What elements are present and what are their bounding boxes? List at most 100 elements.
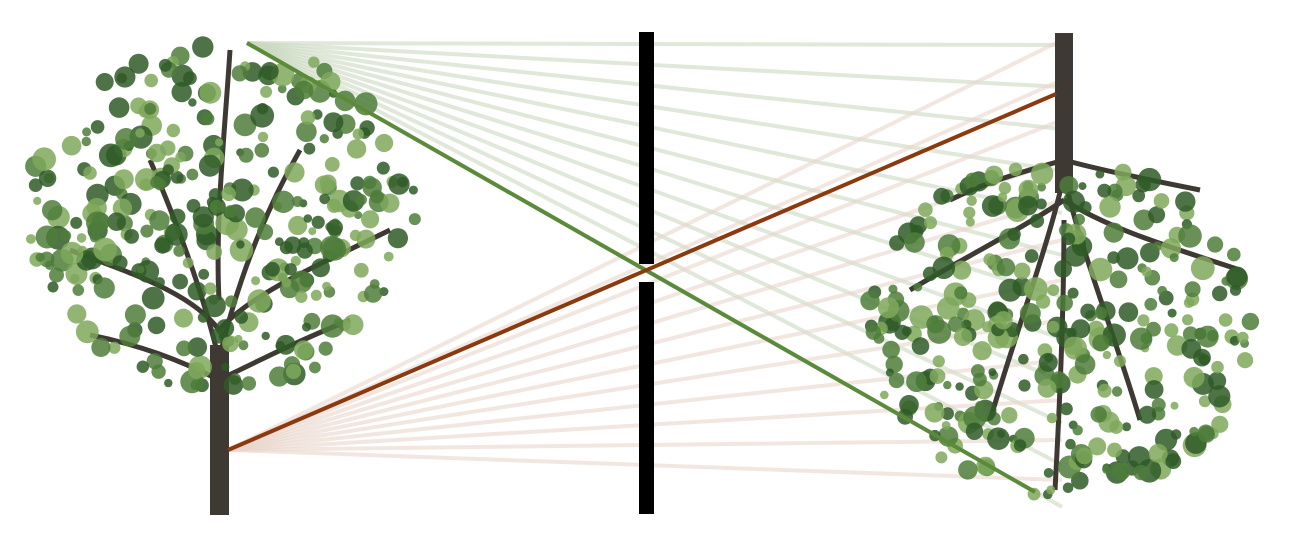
leaf-cluster — [75, 320, 99, 344]
leaf-cluster — [113, 169, 134, 190]
leaf-cluster — [124, 304, 146, 326]
leaf-cluster — [326, 219, 343, 236]
faint-crown-ray — [246, 41, 1063, 215]
leaf-cluster — [924, 402, 945, 423]
leaf-cluster — [1107, 183, 1123, 199]
leaf-cluster — [303, 214, 313, 223]
pinhole-barrier — [639, 32, 654, 514]
leaf-cluster — [234, 310, 248, 324]
leaf-cluster — [238, 147, 254, 163]
leaf-cluster — [326, 198, 342, 213]
leaf-cluster — [349, 229, 362, 241]
leaf-cluster — [1035, 294, 1051, 309]
leaf-cluster — [1013, 439, 1027, 452]
leaf-cluster — [1130, 327, 1153, 350]
leaf-cluster — [45, 260, 55, 270]
leaf-cluster — [889, 235, 905, 251]
leaf-cluster — [1109, 270, 1128, 289]
leaf-cluster — [182, 257, 194, 269]
leaf-cluster — [904, 232, 925, 253]
leaf-cluster — [1138, 405, 1157, 424]
leaf-cluster — [1047, 320, 1060, 334]
leaf-cluster — [245, 207, 266, 228]
leaf-cluster — [91, 337, 111, 357]
leaf-cluster — [221, 362, 230, 372]
leaf-cluster — [1237, 352, 1254, 369]
leaf-cluster — [229, 238, 254, 262]
leaf-cluster — [188, 361, 206, 379]
leaf-cluster — [997, 192, 1008, 202]
leaf-cluster — [911, 337, 930, 355]
leaf-cluster — [119, 325, 141, 347]
leaf-cluster — [1103, 222, 1124, 243]
leaf-cluster — [998, 278, 1022, 302]
leaf-cluster — [61, 135, 82, 156]
leaf-cluster — [375, 133, 394, 153]
leaf-cluster — [380, 193, 400, 213]
leaf-cluster — [356, 229, 376, 249]
leaf-cluster — [170, 170, 184, 184]
leaf-cluster — [1137, 314, 1150, 327]
leaf-cluster — [1189, 426, 1199, 437]
leaf-cluster — [1170, 429, 1182, 440]
leaf-cluster — [1037, 379, 1057, 398]
leaf-cluster — [1164, 323, 1179, 338]
leaf-cluster — [204, 282, 217, 295]
leaf-cluster — [1059, 176, 1079, 195]
leaf-cluster — [164, 378, 173, 388]
leaf-cluster — [35, 225, 59, 249]
leaf-cluster — [1013, 262, 1031, 280]
leaf-cluster — [190, 379, 202, 391]
leaf-cluster — [323, 112, 344, 133]
leaf-cluster — [1090, 406, 1107, 423]
leaf-cluster — [188, 98, 197, 107]
leaf-cluster — [72, 284, 85, 296]
leaf-cluster — [1062, 232, 1076, 246]
leaf-cluster — [198, 268, 210, 280]
trunk-ray — [227, 92, 1057, 452]
crown-ray — [246, 41, 1036, 494]
leaf-cluster — [1190, 256, 1215, 281]
leaf-cluster — [1018, 353, 1029, 365]
leaf-cluster — [303, 142, 316, 155]
leaf-cluster — [1175, 191, 1196, 212]
leaf-cluster — [128, 53, 149, 74]
leaf-cluster — [1144, 367, 1163, 386]
leaf-cluster — [158, 58, 172, 72]
leaf-cluster — [234, 334, 243, 344]
leaf-cluster — [260, 85, 273, 98]
leaf-cluster — [376, 161, 390, 175]
leaf-cluster — [1056, 294, 1073, 312]
leaf-cluster — [408, 185, 418, 195]
leaf-cluster — [387, 228, 408, 249]
leaf-cluster — [309, 361, 321, 374]
leaf-cluster — [983, 253, 996, 266]
leaf-cluster — [1132, 189, 1146, 203]
leaf-cluster — [319, 134, 329, 144]
leaf-cluster — [311, 258, 330, 278]
leaf-cluster — [33, 196, 42, 205]
leaf-cluster — [76, 233, 87, 243]
tree-trunk — [1055, 33, 1073, 193]
leaf-cluster — [408, 213, 421, 226]
leaf-cluster — [1114, 163, 1132, 181]
leaf-cluster — [1218, 313, 1233, 327]
leaf-cluster — [294, 80, 314, 100]
leaf-cluster — [26, 234, 36, 244]
leaf-cluster — [352, 128, 364, 140]
leaf-cluster — [1001, 407, 1018, 424]
leaf-cluster — [224, 205, 238, 219]
leaf-cluster — [320, 314, 345, 338]
leaf-cluster — [70, 273, 80, 284]
faint-crown-ray — [246, 41, 1063, 131]
leaf-cluster — [251, 276, 261, 286]
leaf-cluster — [171, 64, 194, 87]
leaf-cluster — [250, 103, 275, 128]
leaf-cluster — [1241, 312, 1260, 331]
leaf-cluster — [972, 372, 987, 387]
leaf-cluster — [206, 244, 223, 260]
leaf-cluster — [241, 376, 257, 391]
leaf-cluster — [1046, 485, 1056, 495]
leaf-cluster — [1047, 284, 1060, 296]
leaf-cluster — [364, 284, 383, 303]
